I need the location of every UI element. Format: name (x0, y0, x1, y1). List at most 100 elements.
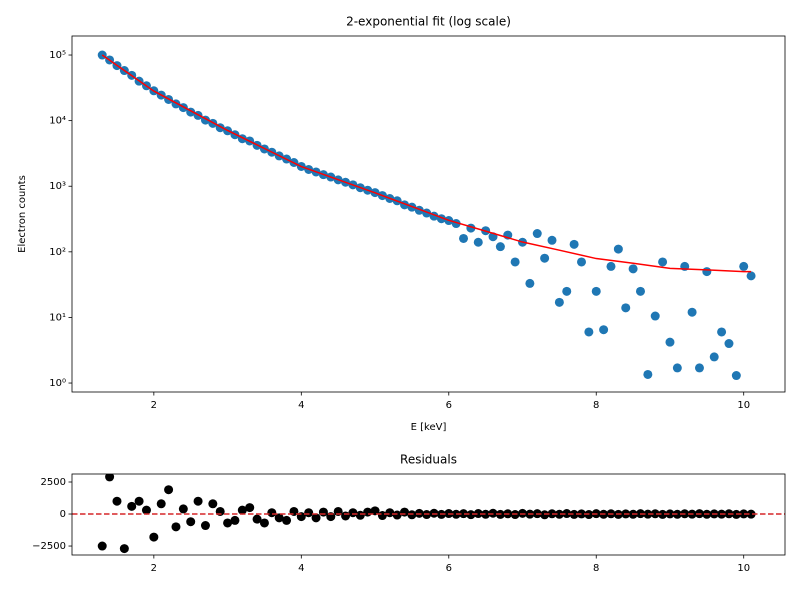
point (149, 532, 159, 542)
chart-title: Residuals (400, 453, 457, 467)
x-tick-label: 6 (446, 400, 452, 411)
point (200, 521, 210, 531)
y-tick-label: 10¹ (49, 312, 66, 323)
point (694, 363, 704, 373)
point (650, 311, 660, 321)
point (554, 509, 564, 519)
point (540, 253, 550, 263)
x-axis-label: E [keV] (411, 422, 447, 433)
point (459, 233, 469, 243)
point (112, 496, 122, 506)
point (171, 522, 181, 532)
chart-title: 2-exponential fit (log scale) (346, 15, 511, 29)
point (510, 257, 520, 267)
point (466, 510, 476, 520)
y-tick-label: 10⁴ (49, 116, 66, 127)
y-tick-label: 10² (49, 247, 66, 258)
point (97, 541, 107, 551)
point (385, 508, 395, 518)
point (554, 297, 564, 307)
point (562, 286, 572, 296)
point (495, 242, 505, 252)
point (186, 517, 196, 527)
point (105, 474, 115, 482)
point (599, 325, 609, 335)
x-tick-label: 8 (593, 400, 599, 411)
point (488, 508, 498, 518)
point (230, 515, 240, 525)
point (746, 271, 756, 281)
point (731, 371, 741, 381)
point (576, 257, 586, 267)
point (156, 499, 166, 509)
y-axis-label: Electron counts (17, 175, 28, 253)
point (635, 286, 645, 296)
point (348, 508, 358, 518)
point (134, 496, 144, 506)
point (370, 506, 380, 516)
point (304, 508, 314, 518)
point (274, 513, 284, 523)
point (665, 509, 675, 519)
x-tick-label: 6 (446, 563, 452, 574)
point (665, 337, 675, 347)
point (584, 327, 594, 337)
point (208, 499, 218, 509)
point (621, 303, 631, 313)
x-tick-label: 2 (151, 400, 157, 411)
x-tick-label: 10 (737, 563, 750, 574)
point (237, 505, 247, 515)
point (193, 496, 203, 506)
x-tick-label: 4 (298, 563, 304, 574)
point (613, 244, 623, 254)
point (591, 286, 601, 296)
point (739, 509, 749, 519)
y-tick-label: 10⁵ (49, 50, 66, 61)
plot-area (97, 50, 756, 381)
plot-area (72, 474, 785, 554)
point (119, 544, 129, 554)
y-tick-label: 2500 (41, 477, 66, 488)
x-tick-label: 4 (298, 400, 304, 411)
point (127, 501, 137, 511)
point (245, 503, 255, 513)
point (746, 509, 756, 519)
axes-frame (71, 35, 786, 393)
point (702, 267, 712, 277)
point (569, 239, 579, 249)
y-tick-label: 10⁰ (49, 378, 66, 389)
point (355, 510, 365, 520)
x-tick-label: 2 (151, 563, 157, 574)
point (724, 339, 734, 349)
point (643, 369, 653, 379)
point (525, 278, 535, 288)
point (178, 504, 188, 514)
point (282, 515, 292, 525)
fit-line (101, 54, 752, 273)
point (407, 510, 417, 520)
point (481, 509, 491, 519)
x-tick-label: 10 (737, 400, 750, 411)
point (540, 510, 550, 520)
point (259, 518, 269, 528)
point (739, 261, 749, 271)
point (650, 509, 660, 519)
point (687, 307, 697, 317)
point (267, 508, 277, 518)
point (311, 513, 321, 523)
point (532, 229, 542, 239)
point (672, 363, 682, 373)
point (606, 261, 616, 271)
y-tick-label: 10³ (49, 181, 66, 192)
point (459, 509, 469, 519)
y-tick-label: 0 (60, 509, 66, 520)
point (473, 237, 483, 247)
point (252, 514, 262, 524)
point (473, 509, 483, 519)
point (547, 235, 557, 245)
point (717, 327, 727, 337)
point (658, 509, 668, 519)
point (569, 509, 579, 519)
point (709, 352, 719, 362)
point (392, 510, 402, 520)
